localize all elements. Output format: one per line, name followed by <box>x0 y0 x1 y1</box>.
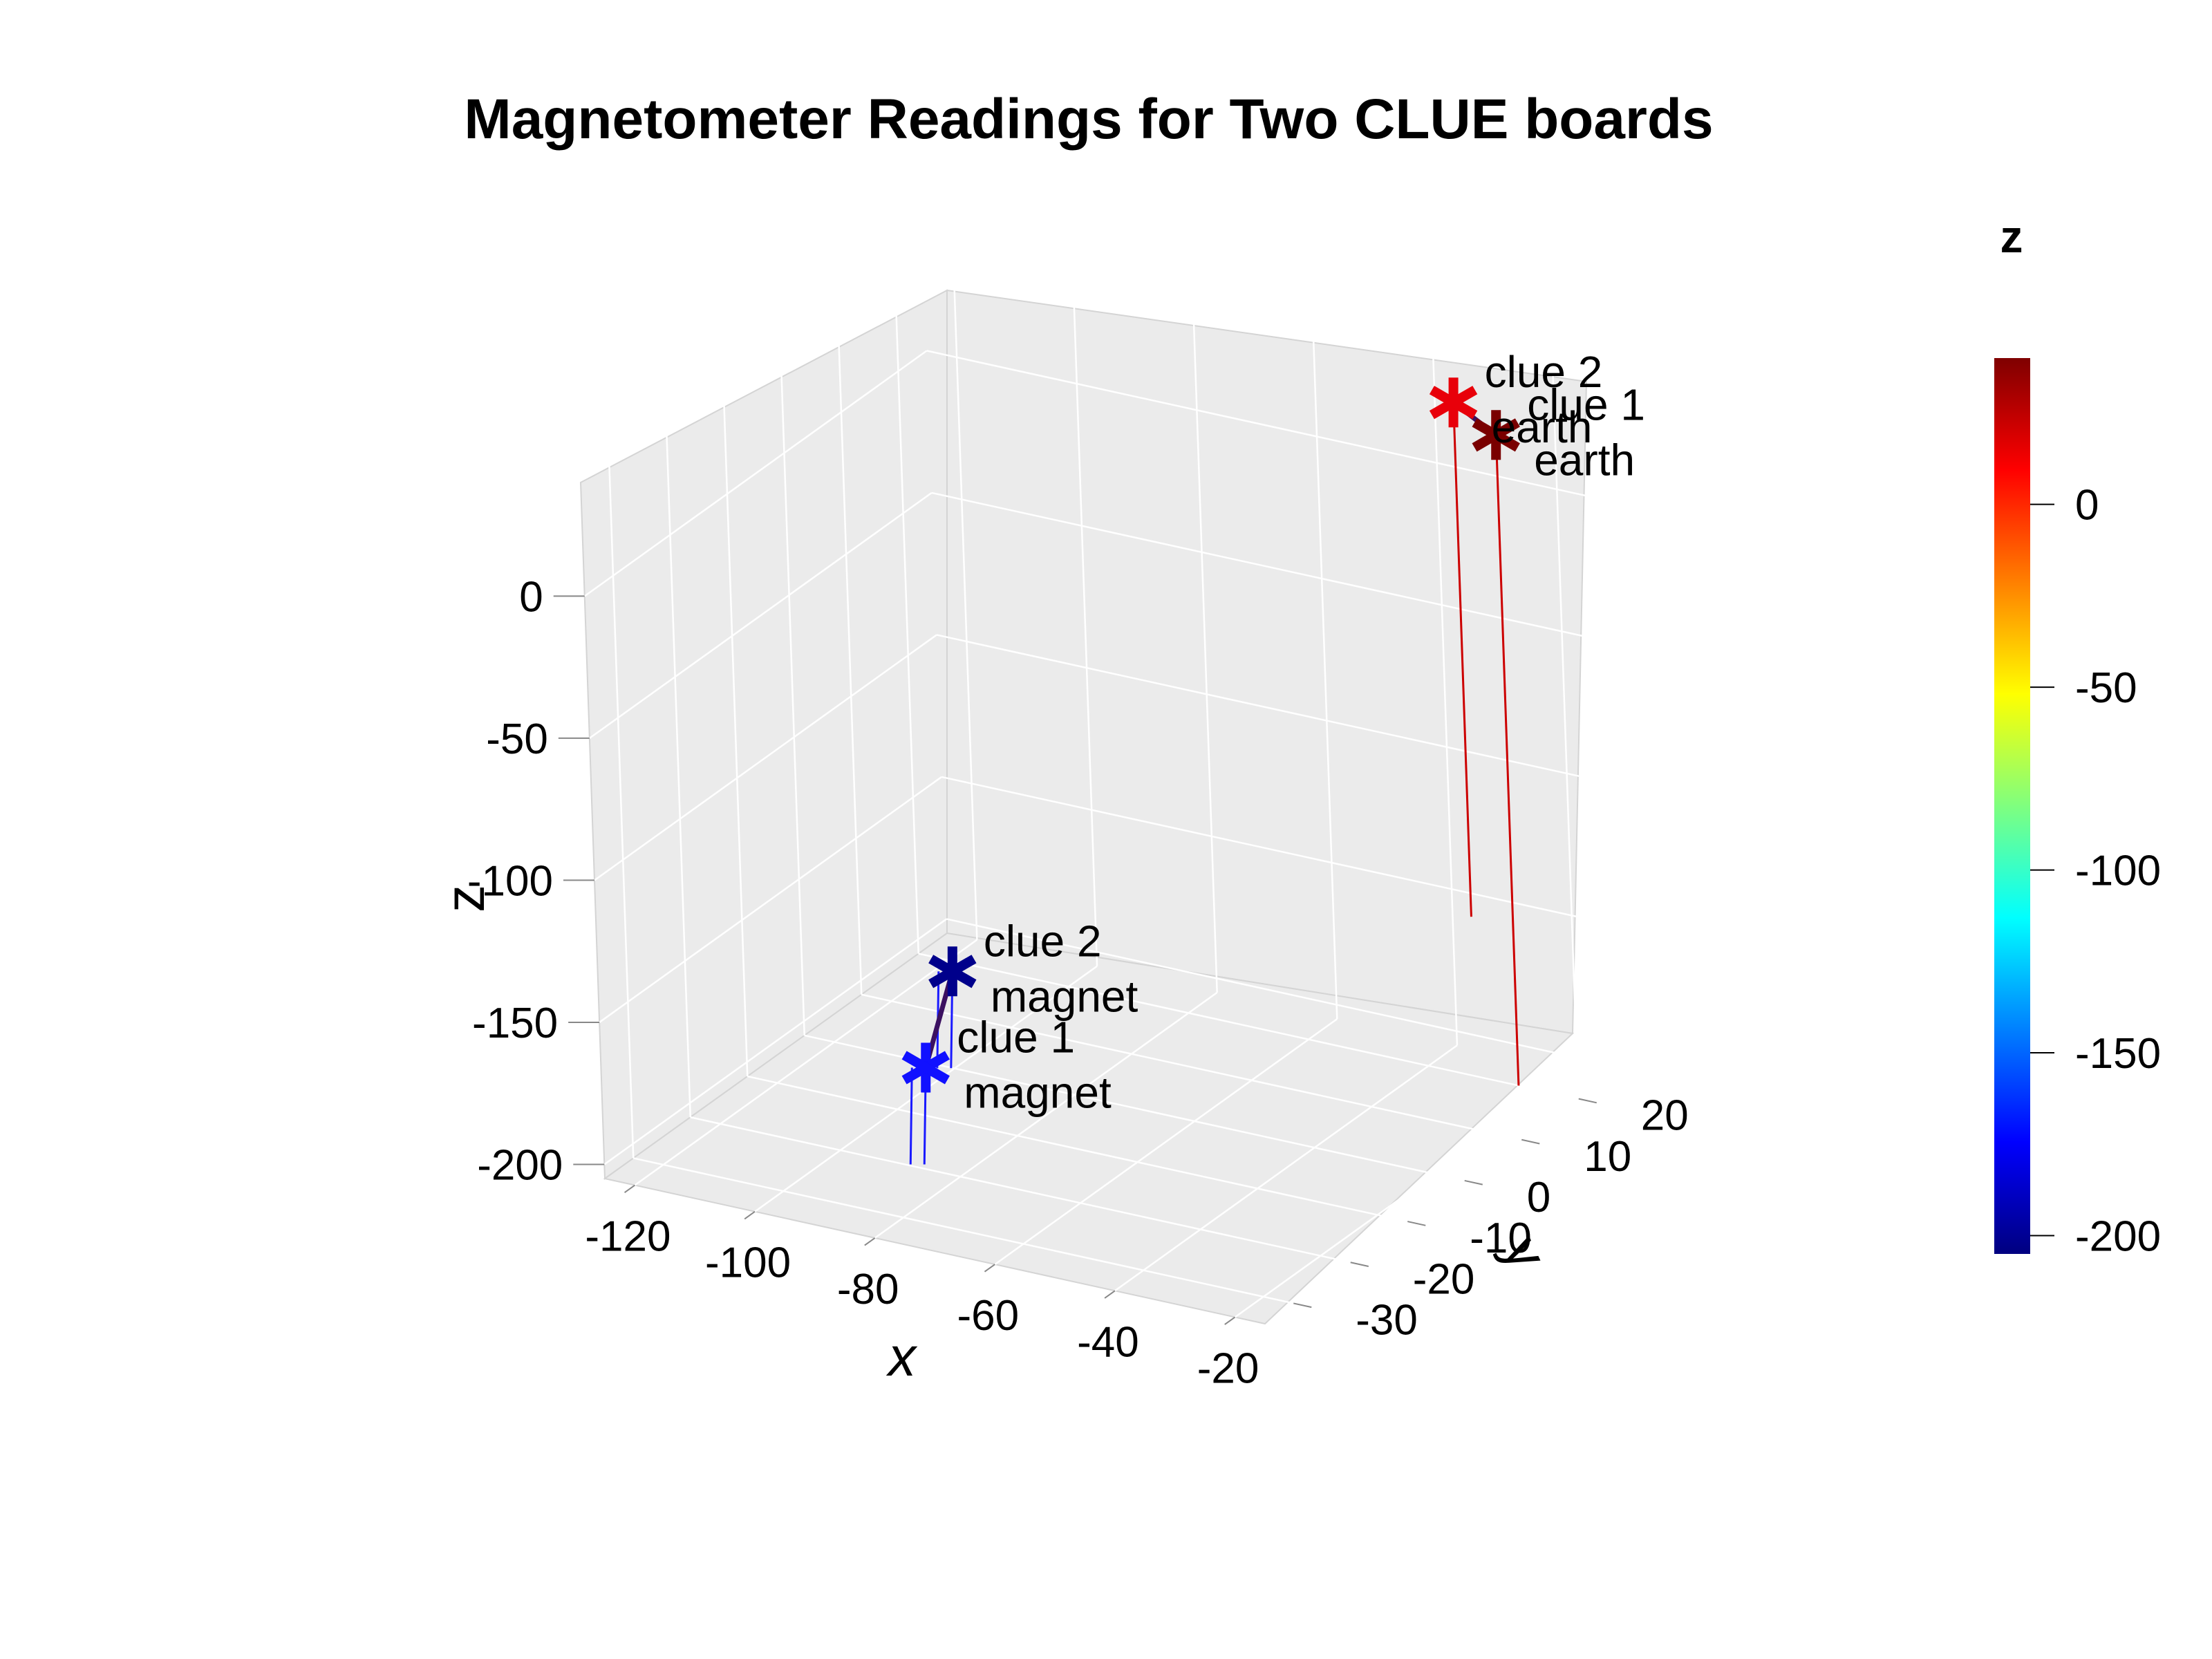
data-point-label: clue 2 <box>1485 347 1603 397</box>
grid-line-z <box>589 491 932 739</box>
drop-line <box>1494 435 1520 1086</box>
colorbar-tick-label: -50 <box>2075 664 2137 712</box>
axis-panes <box>579 289 1588 1325</box>
y-tick-mark <box>1350 1262 1369 1267</box>
grid-line-y <box>747 1075 1408 1223</box>
star-stroke <box>928 955 977 988</box>
y-tick-mark <box>1293 1302 1312 1309</box>
x-tick-label: -80 <box>837 1266 899 1313</box>
grid-line-x <box>952 243 978 940</box>
z-tick-label: -100 <box>467 857 553 905</box>
grid-line-z <box>594 634 937 881</box>
colorbar-tick-label: 0 <box>2075 482 2099 529</box>
colorbar-tick-label: -200 <box>2075 1213 2161 1261</box>
data-point-marker <box>1429 377 1478 428</box>
data-point-marker <box>928 946 977 997</box>
z-tick-label: -200 <box>477 1141 563 1189</box>
grid-line-z <box>583 350 928 597</box>
y-tick-label: 20 <box>1641 1092 1689 1140</box>
x-tick-mark <box>624 1184 635 1194</box>
drop-line <box>909 1067 913 1165</box>
grid-line-z <box>941 776 1602 924</box>
grid-lines <box>583 243 1607 1318</box>
star-stroke <box>1429 386 1478 420</box>
grid-line-z <box>926 350 1587 497</box>
y-tick-label: -30 <box>1356 1296 1418 1344</box>
grid-line-y <box>779 339 805 1035</box>
grid-line-y <box>690 1116 1351 1264</box>
x-tick-label: -120 <box>585 1213 671 1261</box>
colorbar-tick-label: -150 <box>2075 1030 2161 1078</box>
grid-line-x <box>1234 1071 1578 1318</box>
colorbar-tick-label: -100 <box>2075 847 2161 895</box>
grid-line-x <box>1432 349 1459 1046</box>
star-stroke <box>901 1051 950 1085</box>
x-tick-mark <box>1104 1290 1116 1299</box>
star-stroke <box>1472 418 1520 452</box>
grid-line-z <box>946 918 1607 1065</box>
data-point-label: clue 2 <box>984 916 1102 966</box>
grid-line-x <box>1312 323 1338 1020</box>
data-point-label: clue 1 <box>957 1012 1075 1062</box>
colorbar-title: z <box>2000 211 2023 262</box>
grid-line-z <box>936 634 1597 781</box>
grid-line-y <box>632 1157 1294 1304</box>
chart-title: Magnetometer Readings for Two CLUE board… <box>464 88 1713 151</box>
z-tick-label: -150 <box>472 1000 558 1047</box>
grid-line-y <box>918 953 1580 1100</box>
y-tick-label: 0 <box>1527 1174 1550 1221</box>
grid-line-y <box>665 421 691 1118</box>
colorbar-ticks: 0 -50 -100 -150 -200 <box>2030 482 2161 1261</box>
z-axis-title: z <box>434 885 496 912</box>
x-tick-label: -20 <box>1197 1344 1259 1392</box>
colorbar: z 0 -50 -100 -150 -200 <box>1994 211 2161 1261</box>
data-point-label: earth <box>1492 402 1593 452</box>
z-tick-label: -50 <box>486 715 548 763</box>
grid-line-y <box>608 462 635 1159</box>
grid-line-z <box>931 491 1593 639</box>
y-tick-mark <box>1521 1138 1540 1145</box>
data-point-marker <box>901 1042 950 1093</box>
grid-line-y <box>861 993 1522 1141</box>
z-tick-label: 0 <box>519 573 543 621</box>
grid-line-z <box>599 776 942 1023</box>
grid-line-x <box>1114 1044 1458 1292</box>
floor-pane <box>603 932 1575 1325</box>
x-tick-label: -100 <box>705 1239 791 1287</box>
y-tick-label: 10 <box>1584 1133 1631 1181</box>
grid-line-z <box>603 918 948 1165</box>
grid-line-y <box>893 257 919 954</box>
y-tick-mark <box>1464 1179 1483 1185</box>
y-tick-label: -20 <box>1413 1255 1475 1303</box>
x-tick-label: -40 <box>1077 1318 1139 1366</box>
axis-ticks: -120-100-80-60-40-20-30-20-10010200-50-1… <box>467 573 1689 1392</box>
grid-line-x <box>994 1018 1338 1266</box>
x-tick-label: -60 <box>957 1292 1020 1340</box>
x-axis-title: x <box>885 1326 918 1387</box>
grid-line-x <box>1552 375 1578 1072</box>
grid-line-x <box>1192 296 1218 993</box>
grid-line-y <box>722 380 749 1077</box>
x-tick-mark <box>1224 1316 1236 1325</box>
y-tick-mark <box>1578 1098 1597 1104</box>
x-tick-mark <box>744 1210 756 1220</box>
y-tick-label: -10 <box>1470 1215 1532 1262</box>
grid-line-x <box>1071 270 1098 966</box>
drop-line <box>1452 402 1472 917</box>
grid-line-x <box>874 991 1218 1239</box>
y-tick-mark <box>1407 1221 1426 1226</box>
data-point-label: clue 1 <box>1527 379 1645 429</box>
grid-line-x <box>634 939 978 1186</box>
data-point-marker <box>1472 410 1520 460</box>
x-tick-mark <box>984 1264 995 1273</box>
data-point-label: magnet <box>991 971 1138 1021</box>
data-point-label: magnet <box>964 1067 1112 1117</box>
colorbar-gradient <box>1994 358 2030 1254</box>
grid-line-y <box>836 298 863 995</box>
x-tick-mark <box>864 1237 876 1246</box>
data-point-label: earth <box>1534 435 1635 485</box>
